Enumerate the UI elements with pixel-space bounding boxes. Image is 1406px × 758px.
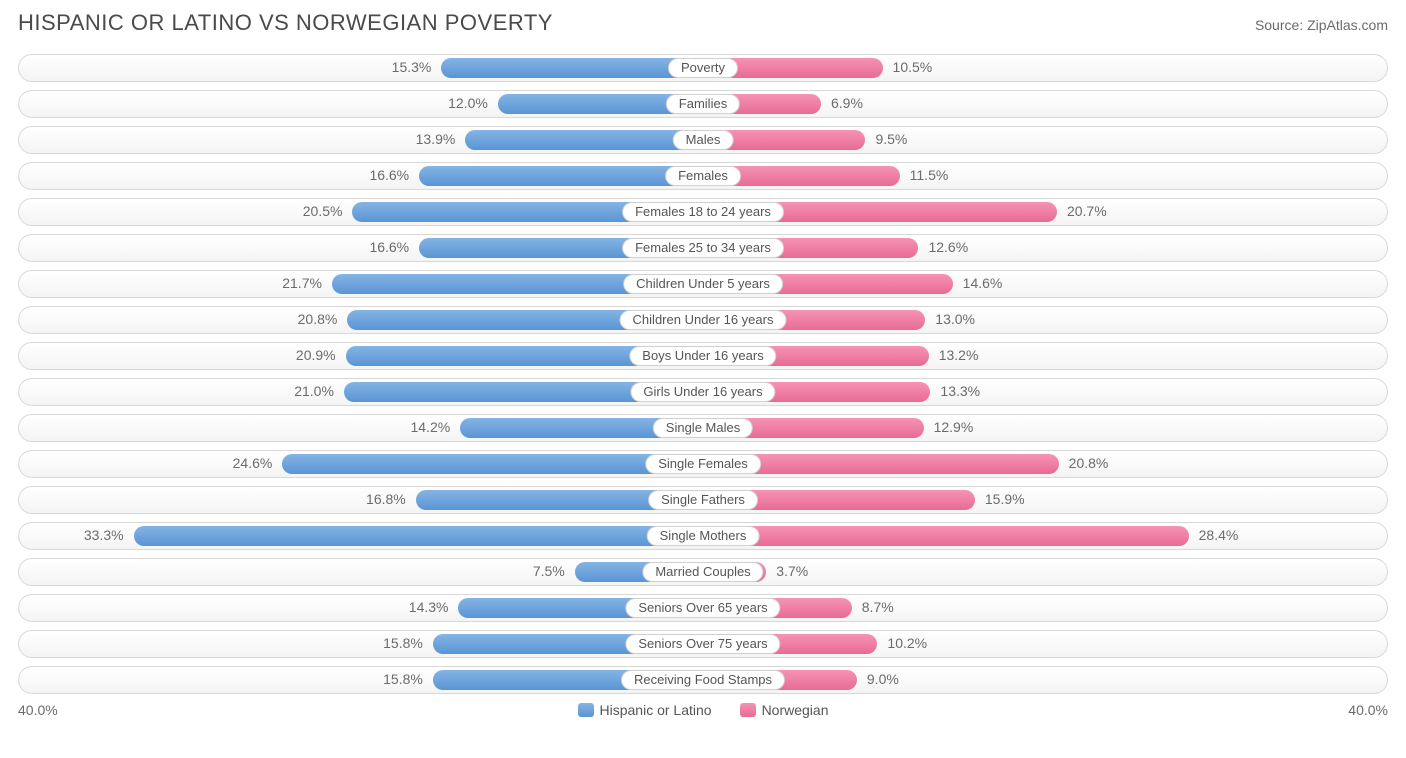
- value-right: 13.0%: [935, 311, 975, 327]
- value-left: 15.8%: [383, 671, 423, 687]
- value-left: 13.9%: [416, 131, 456, 147]
- value-right: 20.7%: [1067, 203, 1107, 219]
- category-label: Seniors Over 75 years: [625, 634, 780, 654]
- bar-row: 33.3% 28.4% Single Mothers: [18, 522, 1388, 550]
- category-label: Single Mothers: [647, 526, 760, 546]
- value-left: 16.6%: [369, 167, 409, 183]
- value-right: 8.7%: [862, 599, 894, 615]
- value-left: 20.8%: [298, 311, 338, 327]
- bar-row: 21.7% 14.6% Children Under 5 years: [18, 270, 1388, 298]
- value-right: 6.9%: [831, 95, 863, 111]
- bar-row: 16.8% 15.9% Single Fathers: [18, 486, 1388, 514]
- value-left: 15.3%: [392, 59, 432, 75]
- chart-footer: 40.0% Hispanic or Latino Norwegian 40.0%: [18, 702, 1388, 718]
- bar-row: 15.8% 10.2% Seniors Over 75 years: [18, 630, 1388, 658]
- bar-left: [134, 526, 703, 546]
- bar-row: 24.6% 20.8% Single Females: [18, 450, 1388, 478]
- bar-row: 15.3% 10.5% Poverty: [18, 54, 1388, 82]
- bar-row: 15.8% 9.0% Receiving Food Stamps: [18, 666, 1388, 694]
- category-label: Children Under 16 years: [620, 310, 787, 330]
- value-right: 13.3%: [940, 383, 980, 399]
- bar-row: 13.9% 9.5% Males: [18, 126, 1388, 154]
- legend-label-left: Hispanic or Latino: [600, 702, 712, 718]
- value-left: 20.5%: [303, 203, 343, 219]
- bar-left: [441, 58, 703, 78]
- bar-row: 20.9% 13.2% Boys Under 16 years: [18, 342, 1388, 370]
- axis-max-left: 40.0%: [18, 702, 58, 718]
- category-label: Single Fathers: [648, 490, 758, 510]
- bar-row: 16.6% 12.6% Females 25 to 34 years: [18, 234, 1388, 262]
- legend: Hispanic or Latino Norwegian: [578, 702, 829, 718]
- category-label: Females 25 to 34 years: [622, 238, 784, 258]
- chart-title: HISPANIC OR LATINO VS NORWEGIAN POVERTY: [18, 10, 553, 36]
- bar-right: [703, 526, 1189, 546]
- value-left: 14.2%: [410, 419, 450, 435]
- legend-item-right: Norwegian: [740, 702, 829, 718]
- value-right: 15.9%: [985, 491, 1025, 507]
- value-right: 14.6%: [963, 275, 1003, 291]
- legend-label-right: Norwegian: [762, 702, 829, 718]
- category-label: Females: [665, 166, 741, 186]
- legend-swatch-right: [740, 703, 756, 717]
- bar-row: 14.3% 8.7% Seniors Over 65 years: [18, 594, 1388, 622]
- value-right: 9.5%: [875, 131, 907, 147]
- value-right: 13.2%: [939, 347, 979, 363]
- category-label: Receiving Food Stamps: [621, 670, 785, 690]
- value-right: 12.9%: [934, 419, 974, 435]
- category-label: Seniors Over 65 years: [625, 598, 780, 618]
- value-right: 3.7%: [776, 563, 808, 579]
- legend-swatch-left: [578, 703, 594, 717]
- bar-row: 21.0% 13.3% Girls Under 16 years: [18, 378, 1388, 406]
- value-right: 11.5%: [910, 167, 949, 183]
- diverging-bar-chart: 15.3% 10.5% Poverty 12.0% 6.9% Families 13.9% 9…: [18, 54, 1388, 694]
- value-left: 16.8%: [366, 491, 406, 507]
- value-right: 20.8%: [1069, 455, 1109, 471]
- bar-row: 7.5% 3.7% Married Couples: [18, 558, 1388, 586]
- value-left: 21.0%: [294, 383, 334, 399]
- axis-max-right: 40.0%: [1348, 702, 1388, 718]
- value-right: 28.4%: [1199, 527, 1239, 543]
- bar-row: 20.8% 13.0% Children Under 16 years: [18, 306, 1388, 334]
- chart-source: Source: ZipAtlas.com: [1255, 17, 1388, 33]
- chart-header: HISPANIC OR LATINO VS NORWEGIAN POVERTY …: [18, 10, 1388, 36]
- bar-row: 14.2% 12.9% Single Males: [18, 414, 1388, 442]
- category-label: Poverty: [668, 58, 738, 78]
- value-right: 10.2%: [887, 635, 927, 651]
- value-left: 20.9%: [296, 347, 336, 363]
- value-left: 21.7%: [282, 275, 322, 291]
- category-label: Single Females: [645, 454, 761, 474]
- bar-left: [282, 454, 703, 474]
- value-left: 24.6%: [233, 455, 273, 471]
- category-label: Females 18 to 24 years: [622, 202, 784, 222]
- category-label: Children Under 5 years: [623, 274, 783, 294]
- bar-left: [465, 130, 703, 150]
- value-right: 10.5%: [893, 59, 933, 75]
- category-label: Married Couples: [642, 562, 763, 582]
- category-label: Families: [666, 94, 740, 114]
- bar-row: 16.6% 11.5% Females: [18, 162, 1388, 190]
- value-left: 33.3%: [84, 527, 124, 543]
- bar-left: [419, 166, 703, 186]
- value-left: 15.8%: [383, 635, 423, 651]
- bar-row: 20.5% 20.7% Females 18 to 24 years: [18, 198, 1388, 226]
- value-right: 12.6%: [928, 239, 968, 255]
- legend-item-left: Hispanic or Latino: [578, 702, 712, 718]
- value-left: 7.5%: [533, 563, 565, 579]
- category-label: Males: [673, 130, 734, 150]
- category-label: Boys Under 16 years: [629, 346, 776, 366]
- value-left: 14.3%: [409, 599, 449, 615]
- value-right: 9.0%: [867, 671, 899, 687]
- value-left: 16.6%: [369, 239, 409, 255]
- value-left: 12.0%: [448, 95, 488, 111]
- bar-row: 12.0% 6.9% Families: [18, 90, 1388, 118]
- category-label: Single Males: [653, 418, 753, 438]
- category-label: Girls Under 16 years: [630, 382, 775, 402]
